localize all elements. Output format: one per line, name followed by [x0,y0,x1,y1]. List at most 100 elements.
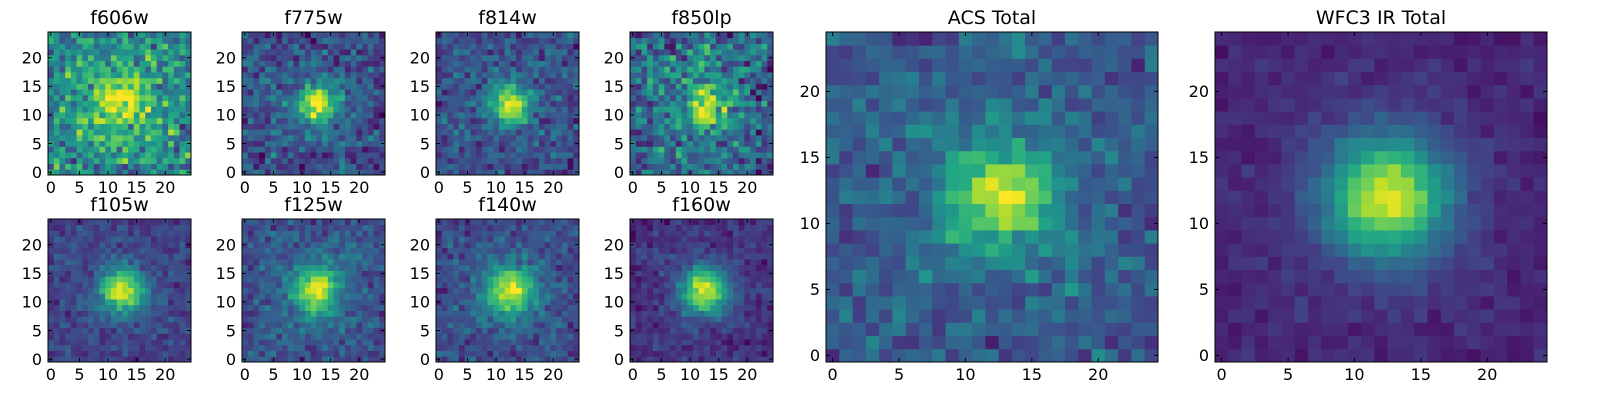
heatmap-cell [150,37,158,44]
heatmap-cell [567,350,574,357]
heatmap-cell [458,32,465,39]
heatmap-cell [533,60,540,67]
heatmap-cell [710,293,717,300]
heatmap-cell [755,49,762,56]
heatmap-cell [544,310,551,317]
heatmap-cell [185,219,192,226]
heatmap-cell [664,316,671,323]
heatmap-cell [453,89,460,96]
heatmap-cell [721,316,728,323]
heatmap-cell [373,253,380,260]
heatmap-cell [339,54,346,61]
heatmap-cell [322,152,329,159]
heatmap-cell [487,276,494,283]
heatmap-cell [675,112,682,119]
heatmap-cell [476,32,483,39]
heatmap-cell [116,241,123,248]
heatmap-cell [82,163,89,170]
heatmap-cell [658,344,665,351]
heatmap-cell [527,54,534,61]
heatmap-cell [65,304,72,311]
heatmap-cell [350,304,357,311]
heatmap-cell [367,299,374,306]
heatmap-cell [322,259,329,266]
heatmap-cell [510,83,517,90]
heatmap-cell [538,219,546,226]
heatmap-cell [82,152,89,159]
heatmap-cell [59,339,66,346]
heatmap-cell [544,276,551,283]
heatmap-cell [487,37,494,44]
heatmap-cell [253,304,260,311]
heatmap-cell [179,310,186,317]
heatmap-cell [53,304,60,311]
heatmap-cell [179,356,186,363]
heatmap-cell [727,169,734,176]
heatmap-cell [652,169,659,176]
heatmap-cell [70,224,77,231]
heatmap-cell [533,140,540,147]
heatmap-cell [521,146,528,153]
heatmap-cell [179,129,186,136]
heatmap-cell [453,72,460,79]
heatmap-cell [156,253,163,260]
heatmap-cell [276,100,283,107]
x-tick-label: 15 [126,365,146,384]
heatmap-cell [70,134,77,142]
heatmap-cell [48,49,55,56]
heatmap-cell [510,134,517,142]
heatmap-cell [561,77,568,84]
heatmap-cell [65,224,72,231]
heatmap-cell [82,89,89,96]
heatmap-cell [470,264,477,271]
heatmap-cell [464,37,471,44]
heatmap-cell [487,333,494,340]
heatmap-cell [533,54,540,61]
heatmap-cell [88,293,95,300]
heatmap-cell [76,100,83,107]
heatmap-cell [647,152,654,159]
heatmap-cell [253,112,260,119]
heatmap-cell [350,89,357,96]
heatmap-cell [436,152,443,159]
heatmap-cell [664,49,671,56]
heatmap-cell [721,350,728,357]
heatmap-cell [470,327,477,334]
heatmap-cell [453,299,460,306]
heatmap-cell [670,333,677,340]
heatmap-cell [379,304,386,311]
heatmap-cell [692,32,700,39]
heatmap-cell [453,219,460,226]
heatmap-cell [710,134,717,142]
heatmap-cell [133,140,140,147]
heatmap-cell [59,259,66,266]
heatmap-cell [641,169,648,176]
heatmap-cell [133,333,140,340]
heatmap-cell [458,49,465,56]
heatmap-cell [156,293,163,300]
heatmap-cell [487,350,494,357]
heatmap-cell [99,163,106,170]
heatmap-cell [647,43,654,50]
heatmap-cell [82,123,89,130]
heatmap-cell [65,327,72,334]
heatmap-cell [750,316,757,323]
heatmap-cell [761,134,768,142]
heatmap-cell [88,129,95,136]
panel-title: f105w [90,194,149,216]
heatmap-cell [162,299,169,306]
heatmap-cell [573,350,580,357]
heatmap-cell [179,299,186,306]
heatmap-cell [93,276,100,283]
heatmap-cell [527,293,534,300]
heatmap-cell [681,316,688,323]
heatmap-cell [727,37,734,44]
heatmap-cell [538,241,546,248]
heatmap-cell [99,293,106,300]
heatmap-cell [567,146,574,153]
heatmap-cell [133,94,140,102]
heatmap-cell [105,117,112,124]
heatmap-cell [698,117,705,124]
heatmap-cell [276,276,283,283]
heatmap-cell [761,339,768,346]
